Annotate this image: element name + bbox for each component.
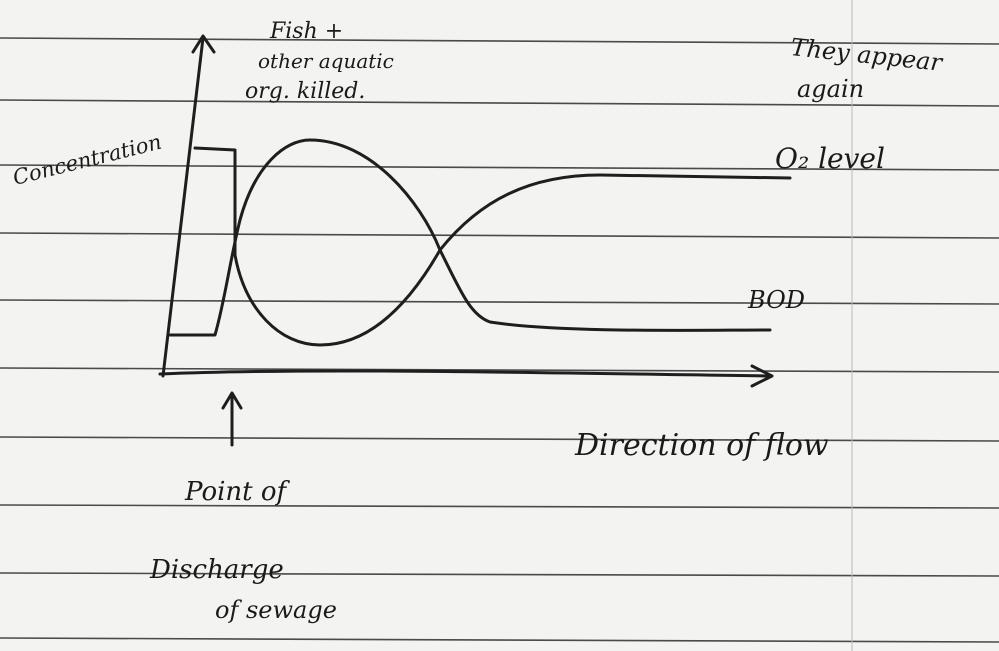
x-axis-label: Direction of flow (574, 428, 829, 463)
curve-label: BOD (747, 286, 805, 314)
annotation: Fish + (269, 19, 343, 44)
discharge-label: Point of (184, 477, 291, 507)
curve-label: O₂ level (775, 142, 885, 175)
notebook-page: Fish + other aquatic org. killed. They a… (0, 0, 999, 651)
discharge-label: of sewage (215, 596, 337, 624)
discharge-label: Discharge (149, 555, 284, 585)
annotation: other aquatic (258, 49, 394, 73)
annotation: org. killed. (245, 79, 365, 104)
annotation: again (797, 75, 864, 103)
